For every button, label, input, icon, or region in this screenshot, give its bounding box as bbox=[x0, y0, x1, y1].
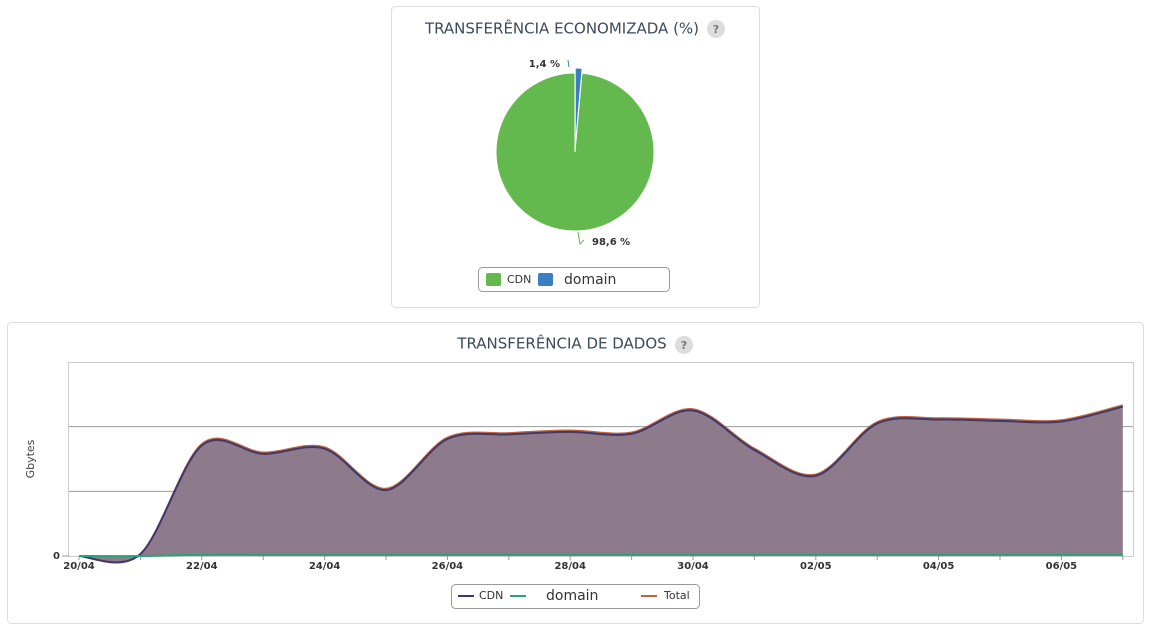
x-tick-label: 04/05 bbox=[923, 561, 955, 572]
y-tick-label: 0 bbox=[53, 551, 60, 562]
x-tick-label: 26/04 bbox=[432, 561, 464, 572]
help-text[interactable]: ? bbox=[681, 339, 687, 352]
legend-swatch bbox=[486, 273, 501, 286]
x-tick-label: 24/04 bbox=[309, 561, 341, 572]
x-tick-label: 20/04 bbox=[63, 561, 95, 572]
legend-label: CDN bbox=[507, 273, 531, 286]
x-tick-label: 22/04 bbox=[186, 561, 218, 572]
y-axis-label: Gbytes bbox=[24, 439, 37, 478]
area-fill bbox=[79, 406, 1123, 563]
legend-label: Total bbox=[663, 589, 690, 602]
legend-label: domain bbox=[564, 272, 616, 288]
series-line bbox=[78, 404, 1124, 564]
legend-swatch bbox=[538, 273, 553, 286]
pie-title: TRANSFERÊNCIA ECONOMIZADA (%) bbox=[424, 19, 699, 38]
label-connector bbox=[577, 231, 585, 246]
x-tick-label: 30/04 bbox=[677, 561, 709, 572]
pie-slice bbox=[495, 72, 655, 232]
data-label: 98,6 % bbox=[592, 237, 630, 248]
help-icon[interactable] bbox=[707, 20, 725, 38]
plot-frame bbox=[68, 362, 1134, 557]
x-tick-label: 02/05 bbox=[800, 561, 832, 572]
area-legend bbox=[451, 584, 700, 609]
help-text[interactable]: ? bbox=[713, 23, 719, 36]
series-line bbox=[78, 553, 1123, 558]
data-label: 1,4 % bbox=[529, 59, 560, 70]
legend-label: domain bbox=[546, 588, 598, 604]
x-tick-label: 28/04 bbox=[554, 561, 586, 572]
label-connector bbox=[567, 59, 570, 68]
pie-legend bbox=[478, 267, 670, 292]
x-tick-label: 06/05 bbox=[1046, 561, 1078, 572]
area-title: TRANSFERÊNCIA DE DADOS bbox=[456, 334, 666, 353]
legend-label: CDN bbox=[479, 589, 503, 602]
series-line bbox=[78, 405, 1124, 564]
help-icon[interactable] bbox=[675, 336, 693, 354]
